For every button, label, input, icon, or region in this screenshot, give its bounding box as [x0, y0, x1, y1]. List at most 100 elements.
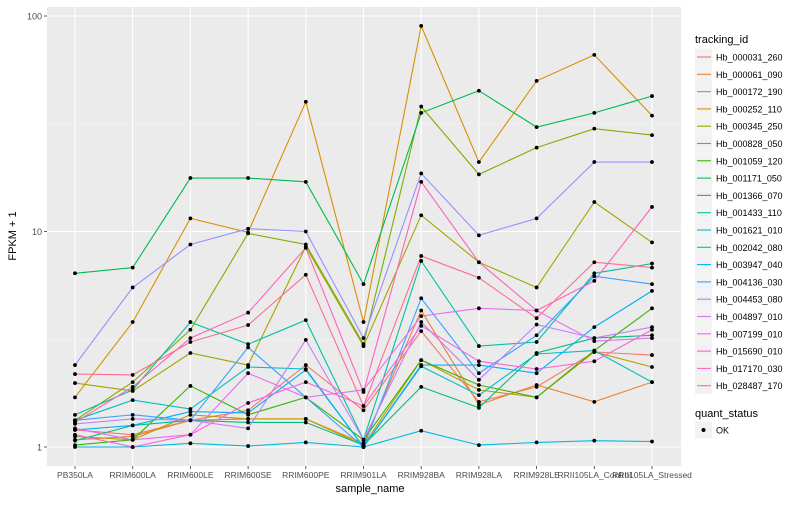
data-point — [477, 363, 481, 367]
data-point — [650, 133, 654, 138]
x-tick-label: RRII105LA_Control — [557, 470, 631, 480]
x-tick-label: RRIM928LE — [513, 470, 560, 480]
data-point — [650, 325, 654, 330]
data-point — [303, 272, 308, 277]
x-tick-label: RRII105LA_Stressed — [612, 470, 692, 480]
data-point — [130, 434, 135, 439]
data-point — [650, 336, 654, 341]
data-point — [73, 381, 77, 385]
data-point — [477, 371, 481, 376]
data-point — [650, 306, 654, 311]
data-point — [592, 200, 597, 204]
data-point — [534, 308, 539, 313]
data-point — [477, 383, 481, 387]
data-point — [419, 213, 424, 218]
data-point — [592, 348, 597, 353]
data-point — [188, 320, 193, 324]
data-point — [303, 318, 308, 323]
legend-label: Hb_000061_090 — [716, 70, 783, 80]
data-point — [188, 418, 193, 423]
data-point — [477, 275, 481, 280]
y-tick-label: 100 — [27, 12, 42, 22]
data-point — [73, 395, 77, 400]
data-point — [534, 395, 539, 400]
legend-label: Hb_028487_170 — [716, 381, 783, 391]
data-point — [592, 399, 597, 404]
data-point — [592, 325, 597, 330]
data-point — [246, 323, 251, 327]
legend-label: Hb_001366_070 — [716, 191, 783, 201]
data-point — [419, 171, 424, 176]
data-point — [73, 372, 77, 376]
data-point — [188, 176, 193, 180]
data-point — [130, 380, 135, 385]
data-point — [419, 104, 424, 109]
data-point — [419, 358, 424, 363]
legend-item: Hb_000828_050 — [695, 135, 783, 152]
data-point — [188, 351, 193, 355]
y-axis-label: FPKM + 1 — [7, 211, 19, 260]
data-point — [650, 439, 654, 444]
data-point — [419, 363, 424, 367]
data-point — [650, 327, 654, 332]
x-tick-label: RRIM928BA — [398, 470, 446, 480]
data-point — [130, 285, 135, 290]
data-point — [650, 261, 654, 266]
legend-label: Hb_017170_030 — [716, 364, 783, 374]
data-point — [303, 338, 308, 342]
data-point — [650, 160, 654, 164]
data-point — [534, 383, 539, 387]
data-point — [303, 380, 308, 385]
data-point — [534, 440, 539, 445]
data-point — [592, 271, 597, 276]
data-point — [477, 359, 481, 364]
data-point — [246, 365, 251, 369]
x-tick-label: PB350LA — [57, 470, 93, 480]
data-point — [592, 336, 597, 341]
data-point — [130, 417, 135, 421]
data-point — [246, 371, 251, 376]
legend-item: Hb_001366_070 — [695, 186, 783, 204]
legend-item: Hb_000252_110 — [695, 100, 782, 118]
data-point — [419, 428, 424, 433]
data-point — [246, 444, 251, 448]
data-point — [477, 402, 481, 407]
legend-label: Hb_001433_110 — [716, 208, 782, 218]
legend-title: tracking_id — [695, 34, 748, 46]
data-point — [477, 344, 481, 348]
data-point — [477, 88, 481, 93]
data-point — [534, 367, 539, 371]
data-point — [361, 445, 366, 449]
data-point — [73, 445, 77, 449]
data-point — [650, 94, 654, 98]
data-point — [534, 322, 539, 327]
data-point — [130, 412, 135, 417]
legend-label: Hb_000828_050 — [716, 139, 783, 149]
data-point — [303, 229, 308, 234]
data-point — [592, 111, 597, 115]
legend-label: Hb_000031_260 — [716, 53, 783, 63]
data-point — [477, 172, 481, 177]
data-point — [592, 359, 597, 364]
data-point — [188, 336, 193, 341]
data-point — [246, 310, 251, 315]
data-point — [73, 432, 77, 437]
data-point — [303, 417, 308, 421]
data-point — [73, 426, 77, 431]
data-point — [246, 176, 251, 180]
data-point — [130, 373, 135, 377]
legend-label: Hb_000252_110 — [716, 104, 782, 114]
data-point — [419, 314, 424, 318]
data-point — [419, 385, 424, 389]
legend-item: Hb_001621_010 — [695, 221, 783, 239]
data-point — [477, 160, 481, 164]
data-point — [303, 420, 308, 425]
legend-item: Hb_001171_050 — [695, 169, 782, 187]
legend-item: Hb_004136_030 — [695, 273, 783, 291]
x-tick-label: RRIM600SE — [224, 470, 272, 480]
data-point — [650, 282, 654, 287]
data-point — [534, 216, 539, 221]
data-point — [534, 285, 539, 290]
data-point — [592, 438, 597, 443]
data-point — [246, 420, 251, 425]
